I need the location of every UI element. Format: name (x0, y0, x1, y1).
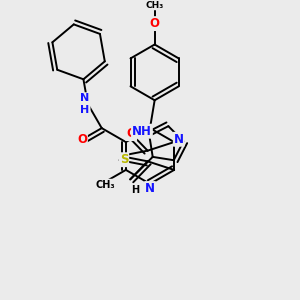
Text: N: N (174, 133, 184, 146)
Text: N: N (145, 182, 155, 195)
Text: O: O (150, 17, 160, 30)
Text: S: S (120, 153, 128, 166)
Text: N
H: N H (80, 93, 90, 115)
Text: CH₃: CH₃ (146, 1, 164, 10)
Text: H: H (131, 184, 139, 195)
Text: NH: NH (132, 125, 152, 138)
Text: O: O (126, 127, 136, 140)
Text: O: O (77, 133, 87, 146)
Text: CH₃: CH₃ (95, 180, 115, 190)
